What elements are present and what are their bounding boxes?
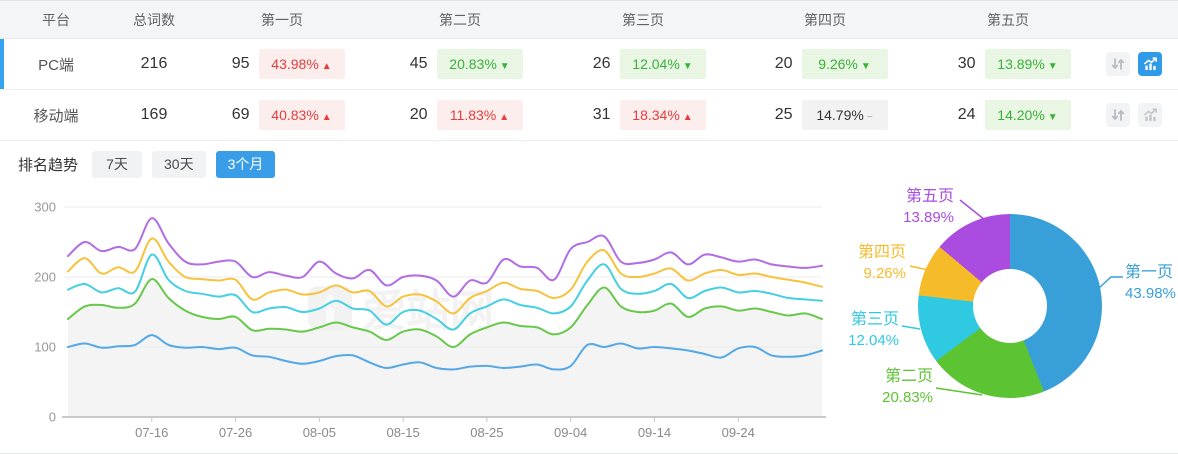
donut-leader-lines xyxy=(901,199,1123,396)
page2-count: 20 xyxy=(409,106,428,123)
up-down-arrows-icon xyxy=(1111,58,1125,70)
col-header-page5: 第五页 xyxy=(987,11,1029,28)
svg-text:0: 0 xyxy=(49,410,56,425)
trend-arrow-icon: ▲ xyxy=(321,112,332,123)
donut-label-page3: 第三页 12.04% xyxy=(848,311,899,349)
page2-count: 45 xyxy=(409,55,428,72)
page5-count: 30 xyxy=(957,55,976,72)
donut-label-page4: 第四页 9.26% xyxy=(857,244,906,282)
donut-label-page1: 第一页 43.98% xyxy=(1125,264,1176,302)
col-header-page2: 第二页 xyxy=(439,11,481,28)
tab-30days[interactable]: 30天 xyxy=(152,151,206,178)
page5-change-badge: 13.89% ▼ xyxy=(984,49,1071,79)
page3-count: 31 xyxy=(592,106,611,123)
tab-3months[interactable]: 3个月 xyxy=(215,151,276,178)
sort-updown-button[interactable] xyxy=(1106,52,1130,76)
page4-count: 20 xyxy=(774,55,793,72)
show-trend-chart-button[interactable] xyxy=(1138,52,1162,76)
svg-text:08-05: 08-05 xyxy=(303,425,336,440)
trend-arrow-icon: ▲ xyxy=(321,61,332,72)
table-header: 平台 总词数 第一页 第二页 第三页 第四页 第五页 xyxy=(0,1,1178,39)
col-header-page3: 第三页 xyxy=(622,11,664,28)
total-keywords-value: 216 xyxy=(140,55,168,72)
table-row-mobile[interactable]: 移动端 169 69 40.83% ▲ 20 11.83% ▲ 31 18.34% ▲ 25… xyxy=(0,90,1178,141)
trend-arrow-icon: ▼ xyxy=(860,61,871,72)
page5-count: 24 xyxy=(957,106,976,123)
trend-chart-icon xyxy=(1143,107,1157,121)
col-header-page4: 第四页 xyxy=(804,11,846,28)
tab-7days[interactable]: 7天 xyxy=(92,151,143,178)
trend-chart-icon xyxy=(1143,56,1157,70)
svg-text:300: 300 xyxy=(34,200,56,215)
donut-hole xyxy=(973,269,1047,343)
donut-label-page2: 第二页 20.83% xyxy=(882,368,933,406)
page2-change-badge: 11.83% ▲ xyxy=(436,100,523,130)
page1-change-badge: 43.98% ▲ xyxy=(258,49,345,79)
page5-change-badge: 14.20% ▼ xyxy=(984,100,1071,130)
trend-arrow-icon: − xyxy=(866,112,873,123)
up-down-arrows-icon xyxy=(1111,109,1125,121)
platform-label: PC端 xyxy=(38,56,74,74)
svg-text:09-24: 09-24 xyxy=(722,425,755,440)
svg-text:200: 200 xyxy=(34,270,56,285)
page1-count: 95 xyxy=(231,55,250,72)
trend-arrow-icon: ▼ xyxy=(499,61,510,72)
svg-text:09-04: 09-04 xyxy=(554,425,587,440)
trend-section-title: 排名趋势 xyxy=(18,157,79,174)
page1-count: 69 xyxy=(231,106,250,123)
total-keywords-value: 169 xyxy=(140,106,168,123)
trend-controls: 排名趋势 7天 30天 3个月 xyxy=(0,141,1178,184)
svg-text:09-14: 09-14 xyxy=(638,425,671,440)
trend-arrow-icon: ▼ xyxy=(1047,61,1058,72)
svg-text:08-25: 08-25 xyxy=(470,425,503,440)
page4-change-badge: 9.26% ▼ xyxy=(801,49,888,79)
page1-change-badge: 40.83% ▲ xyxy=(258,100,345,130)
trend-arrow-icon: ▲ xyxy=(499,112,510,123)
platform-label: 移动端 xyxy=(33,107,79,125)
donut-label-page5: 第五页 13.89% xyxy=(903,188,954,226)
selected-row-accent xyxy=(0,39,4,89)
trend-arrow-icon: ▲ xyxy=(682,112,693,123)
trend-arrow-icon: ▼ xyxy=(1047,112,1058,123)
page3-count: 26 xyxy=(592,55,611,72)
col-header-page1: 第一页 xyxy=(261,11,303,28)
col-header-total: 总词数 xyxy=(133,11,175,28)
sort-updown-button[interactable] xyxy=(1106,103,1130,127)
show-trend-chart-button[interactable] xyxy=(1138,103,1162,127)
col-header-platform: 平台 xyxy=(42,11,70,28)
page4-count: 25 xyxy=(774,106,793,123)
page-distribution-donut-chart: 第五页 13.89% 第四页 9.26% 第三页 12.04% 第二页 20.83% 第… xyxy=(840,176,1178,453)
svg-text:07-26: 07-26 xyxy=(219,425,252,440)
page2-change-badge: 20.83% ▼ xyxy=(436,49,523,79)
page3-change-badge: 12.04% ▼ xyxy=(619,49,706,79)
table-row-pc[interactable]: PC端 216 95 43.98% ▲ 45 20.83% ▼ 26 12.04% ▼ 20… xyxy=(0,39,1178,90)
page4-change-badge: 14.79% − xyxy=(801,100,888,130)
svg-text:08-15: 08-15 xyxy=(386,425,419,440)
svg-text:100: 100 xyxy=(34,340,56,355)
svg-text:07-16: 07-16 xyxy=(135,425,168,440)
trend-arrow-icon: ▼ xyxy=(682,61,693,72)
page3-change-badge: 18.34% ▲ xyxy=(619,100,706,130)
